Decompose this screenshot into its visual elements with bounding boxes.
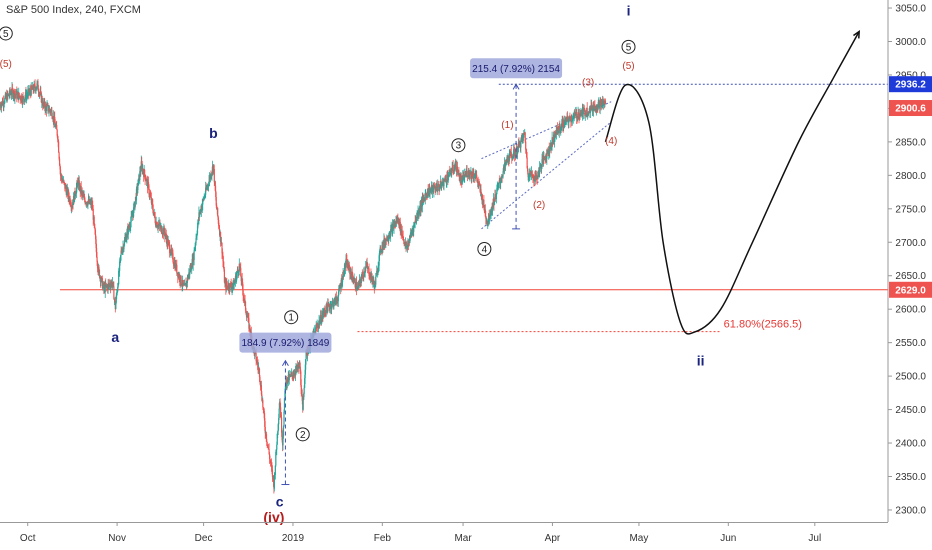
wave-label: (1) xyxy=(501,120,513,131)
candle-body xyxy=(458,170,459,173)
wave-label: a xyxy=(111,329,119,345)
x-tick-label: Dec xyxy=(195,533,213,544)
y-tick-label: 2700.0 xyxy=(895,238,926,249)
candle-body xyxy=(268,445,269,448)
y-tick-label: 2800.0 xyxy=(895,171,926,182)
wave-label: (5) xyxy=(622,61,634,72)
x-tick-label: Oct xyxy=(20,533,36,544)
price-axis-label-text: 2900.6 xyxy=(895,104,926,115)
wave-label: (2) xyxy=(533,200,545,211)
candle-body xyxy=(262,400,263,407)
candle-body xyxy=(194,250,195,260)
candle-body xyxy=(94,217,95,224)
candle-body xyxy=(64,182,65,183)
y-tick-label: 3050.0 xyxy=(895,4,926,15)
wave-label: ii xyxy=(697,352,705,368)
candle-body xyxy=(585,115,586,116)
candle-body xyxy=(476,175,477,179)
x-tick-label: Nov xyxy=(108,533,126,544)
y-tick-label: 2650.0 xyxy=(895,271,926,282)
candle-body xyxy=(525,132,526,141)
y-tick-label: 2350.0 xyxy=(895,472,926,483)
candle-body xyxy=(144,170,145,176)
candle-body xyxy=(279,409,280,418)
wave-label: i xyxy=(627,2,631,18)
candle-body xyxy=(496,194,497,199)
wave-label: 2 xyxy=(300,430,306,441)
wave-label: 3 xyxy=(456,141,462,152)
candle-body xyxy=(304,388,305,394)
candle-body xyxy=(375,277,376,285)
candle-body xyxy=(425,195,426,201)
y-tick-label: 3000.0 xyxy=(895,37,926,48)
y-tick-label: 2300.0 xyxy=(895,505,926,516)
wave-label: (5) xyxy=(0,59,12,70)
x-tick-label: Jun xyxy=(720,533,736,544)
price-axis-label-text: 2629.0 xyxy=(895,285,926,296)
candle-body xyxy=(176,265,177,274)
wave-label: 4 xyxy=(482,244,488,255)
candle-body xyxy=(266,439,267,442)
measure-box-text: 184.9 (7.92%) 1849 xyxy=(242,338,330,349)
candle-body xyxy=(137,186,138,190)
price-axis-label-text: 2936.2 xyxy=(895,80,926,91)
candle-body xyxy=(276,445,277,450)
y-tick-label: 2400.0 xyxy=(895,439,926,450)
wave-label: (3) xyxy=(582,78,594,89)
measure-box-text: 215.4 (7.92%) 2154 xyxy=(472,64,560,75)
candle-body xyxy=(124,240,125,245)
y-tick-label: 2550.0 xyxy=(895,338,926,349)
candle-body xyxy=(275,452,276,465)
candle-body xyxy=(259,377,260,382)
candle-body xyxy=(181,276,182,284)
candle-body xyxy=(113,286,114,299)
candle-body xyxy=(243,290,244,296)
candle-body xyxy=(453,165,454,171)
candle-body xyxy=(520,139,521,147)
wave-label: 1 xyxy=(288,313,294,324)
candle-body xyxy=(283,426,284,436)
x-tick-label: Apr xyxy=(545,533,561,544)
y-tick-label: 2600.0 xyxy=(895,305,926,316)
wave-label: 5 xyxy=(626,42,632,53)
y-tick-label: 2750.0 xyxy=(895,204,926,215)
candle-body xyxy=(303,400,304,410)
candle-body xyxy=(214,169,215,182)
candle-body xyxy=(58,142,59,153)
fib-label: 61.80%(2566.5) xyxy=(724,319,802,331)
candle-body xyxy=(118,271,119,284)
candle-body xyxy=(361,279,362,284)
candle-body xyxy=(23,96,24,99)
x-tick-label: Feb xyxy=(374,533,392,544)
candle-body xyxy=(19,93,20,96)
candle-body xyxy=(466,171,467,176)
candle-body xyxy=(365,266,366,270)
candle-body xyxy=(267,442,268,445)
candle-body xyxy=(217,208,218,216)
candle-body xyxy=(46,106,47,111)
candle-body xyxy=(283,412,284,426)
wave-label: b xyxy=(209,125,218,141)
candle-body xyxy=(274,475,275,488)
y-tick-label: 2850.0 xyxy=(895,137,926,148)
x-tick-label: Mar xyxy=(454,533,472,544)
wave-label: c xyxy=(276,494,284,510)
y-tick-label: 2450.0 xyxy=(895,405,926,416)
candle-body xyxy=(532,174,533,177)
candle-body xyxy=(220,232,221,242)
candle-body xyxy=(605,101,606,104)
wave-label: 5 xyxy=(3,29,9,40)
y-tick-label: 2500.0 xyxy=(895,372,926,383)
wave-label: (4) xyxy=(605,136,617,147)
x-tick-label: May xyxy=(629,533,648,544)
chart-title: S&P 500 Index, 240, FXCM xyxy=(6,4,141,16)
x-tick-label: Jul xyxy=(808,533,821,544)
candle-body xyxy=(587,115,588,116)
x-tick-label: 2019 xyxy=(282,533,305,544)
